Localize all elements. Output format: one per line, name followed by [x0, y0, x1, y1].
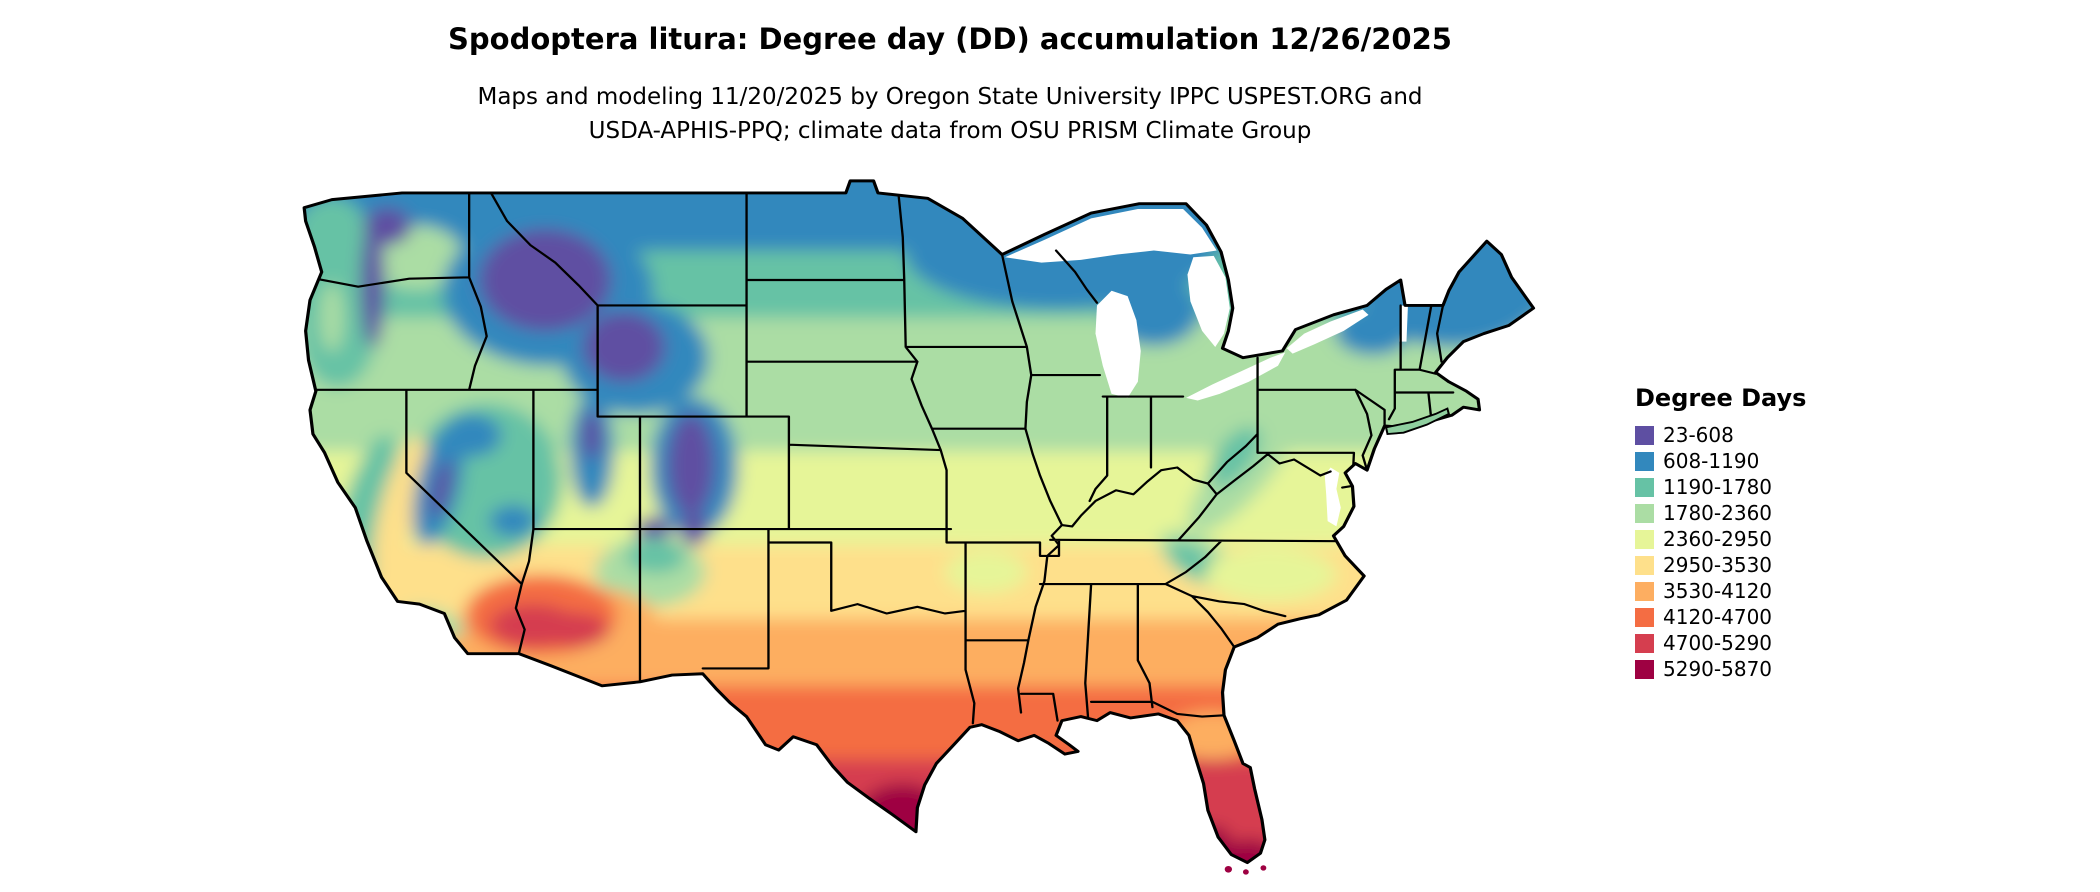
legend: Degree Days 23-608 608-1190 1190-1780 1780-… — [1635, 384, 1875, 682]
legend-swatch — [1635, 555, 1654, 575]
legend-label: 2360-2950 — [1663, 527, 1773, 551]
map-subtitle: Maps and modeling 11/20/2025 by Oregon S… — [0, 80, 1900, 148]
legend-label: 3530-4120 — [1663, 579, 1773, 603]
subtitle-line-1: Maps and modeling 11/20/2025 by Oregon S… — [477, 84, 1423, 110]
legend-label: 1780-2360 — [1663, 501, 1773, 525]
legend-item: 1190-1780 — [1635, 474, 1875, 500]
lake-erie — [1186, 352, 1286, 401]
state-borders — [314, 191, 1455, 725]
lake-ontario — [1286, 309, 1369, 354]
legend-item: 1780-2360 — [1635, 500, 1875, 526]
legend-item: 3530-4120 — [1635, 578, 1875, 604]
us-map — [302, 179, 1536, 875]
lake-superior — [1004, 209, 1217, 263]
legend-label: 608-1190 — [1663, 449, 1760, 473]
legend-swatch — [1635, 581, 1654, 601]
map-title-text: Spodoptera litura: Degree day (DD) accum… — [448, 22, 1452, 56]
legend-item: 23-608 — [1635, 422, 1875, 448]
legend-label: 23-608 — [1663, 423, 1734, 447]
legend-item: 5290-5870 — [1635, 656, 1875, 682]
legend-swatch — [1635, 659, 1654, 679]
lake-michigan — [1095, 290, 1141, 398]
legend-item: 2360-2950 — [1635, 526, 1875, 552]
legend-swatch — [1635, 477, 1654, 497]
legend-title: Degree Days — [1635, 384, 1807, 412]
degree-day-raster — [304, 180, 1534, 863]
page-title: Spodoptera litura: Degree day (DD) accum… — [0, 22, 1900, 56]
legend-swatch — [1635, 503, 1654, 523]
florida-keys — [1224, 865, 1267, 875]
long-island — [1384, 407, 1451, 436]
legend-item: 4700-5290 — [1635, 630, 1875, 656]
lake-huron — [1187, 255, 1230, 347]
legend-label: 4120-4700 — [1663, 605, 1773, 629]
great-lakes — [1004, 209, 1408, 527]
legend-label: 2950-3530 — [1663, 553, 1773, 577]
legend-label: 5290-5870 — [1663, 657, 1773, 681]
chesapeake-bay — [1324, 467, 1341, 527]
legend-item: 4120-4700 — [1635, 604, 1875, 630]
legend-items: 23-608 608-1190 1190-1780 1780-2360 2360-295… — [1635, 422, 1875, 682]
legend-swatch — [1635, 425, 1654, 445]
legend-item: 2950-3530 — [1635, 552, 1875, 578]
legend-label: 1190-1780 — [1663, 475, 1773, 499]
legend-swatch — [1635, 451, 1654, 471]
legend-label: 4700-5290 — [1663, 631, 1773, 655]
legend-item: 608-1190 — [1635, 448, 1875, 474]
subtitle-line-2: USDA-APHIS-PPQ; climate data from OSU PR… — [588, 118, 1312, 144]
legend-swatch — [1635, 633, 1654, 653]
us-outline — [302, 179, 1536, 865]
legend-swatch — [1635, 529, 1654, 549]
legend-swatch — [1635, 607, 1654, 627]
